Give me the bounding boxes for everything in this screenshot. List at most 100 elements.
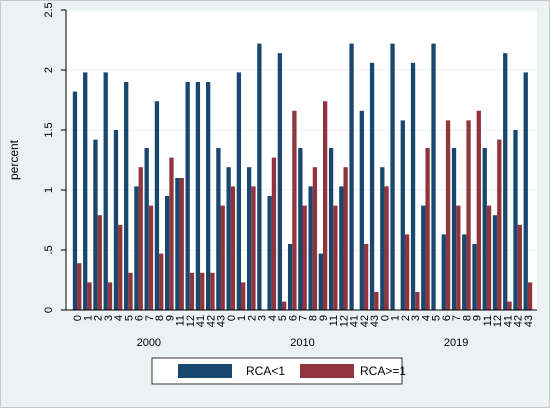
- x-tick-label: 7: [144, 315, 156, 321]
- bar-rca-ge1: [179, 178, 184, 310]
- legend-swatch-rca-lt1: [178, 364, 232, 378]
- bar-rca-ge1: [77, 263, 82, 310]
- y-axis-label: percent: [7, 139, 21, 180]
- bar-rca-lt1: [380, 167, 385, 310]
- bar-rca-ge1: [517, 224, 522, 310]
- x-tick-label: 3: [257, 315, 269, 321]
- x-tick-label: 9: [472, 315, 484, 321]
- x-axis-ticks: 0123456789111241424301234567891112414243…: [72, 315, 535, 327]
- bar-rca-ge1: [322, 101, 328, 310]
- bar-rca-lt1: [369, 62, 375, 310]
- x-tick-label: 8: [461, 315, 473, 321]
- x-tick-label: 2: [246, 315, 258, 321]
- x-tick-label: 42: [513, 315, 525, 327]
- bar-rca-lt1: [410, 62, 416, 310]
- bar-rca-lt1: [421, 205, 426, 310]
- group-label: 2010: [290, 337, 314, 349]
- y-tick-label: 2: [43, 67, 55, 73]
- x-tick-label: 42: [359, 315, 371, 327]
- x-tick-label: 43: [369, 315, 381, 327]
- bar-rca-ge1: [486, 205, 492, 310]
- x-tick-label: 12: [185, 315, 197, 327]
- x-tick-label: 2: [400, 315, 412, 321]
- bar-rca-lt1: [72, 91, 78, 310]
- legend-label-rca-ge1: RCA>=1: [360, 364, 406, 378]
- x-tick-label: 6: [287, 315, 299, 321]
- legend-label-rca-lt1: RCA<1: [246, 364, 285, 378]
- bar-rca-lt1: [513, 130, 518, 310]
- bar-rca-lt1: [308, 186, 313, 310]
- bar-rca-ge1: [148, 205, 154, 310]
- bar-rca-ge1: [189, 272, 195, 310]
- bar-rca-ge1: [118, 224, 123, 310]
- y-tick-label: 2.5: [43, 2, 55, 17]
- x-tick-label: 9: [318, 315, 330, 321]
- y-tick-label: 1.5: [43, 122, 55, 137]
- x-tick-label: 0: [226, 315, 238, 321]
- bar-rca-lt1: [154, 101, 160, 310]
- bar-rca-lt1: [503, 53, 508, 310]
- bar-rca-ge1: [128, 272, 133, 310]
- x-tick-label: 8: [308, 315, 320, 321]
- x-tick-label: 2: [93, 315, 105, 321]
- bar-rca-ge1: [415, 292, 420, 310]
- bar-rca-lt1: [103, 72, 108, 311]
- bar-rca-ge1: [292, 110, 297, 310]
- x-tick-label: 9: [164, 315, 176, 321]
- bar-rca-lt1: [349, 43, 354, 310]
- bar-rca-ge1: [169, 157, 174, 310]
- x-tick-label: 6: [441, 315, 453, 321]
- bar-rca-lt1: [318, 253, 323, 310]
- bar-rca-lt1: [462, 234, 467, 310]
- bar-rca-ge1: [241, 282, 246, 310]
- bar-rca-ge1: [302, 205, 307, 310]
- legend: RCA<1 RCA>=1: [151, 357, 406, 385]
- bar-rca-ge1: [138, 167, 143, 310]
- bar-rca-ge1: [87, 282, 92, 310]
- bar-rca-lt1: [246, 167, 252, 310]
- x-tick-label: 4: [420, 315, 432, 321]
- legend-swatch-rca-ge1: [300, 364, 354, 378]
- bar-rca-lt1: [205, 82, 211, 310]
- bars-layer: [72, 43, 533, 311]
- x-tick-label: 4: [267, 315, 279, 321]
- x-tick-label: 43: [216, 315, 228, 327]
- x-tick-label: 11: [328, 315, 340, 326]
- x-tick-label: 6: [134, 315, 146, 321]
- bar-rca-ge1: [466, 120, 471, 311]
- bar-rca-ge1: [363, 244, 369, 310]
- group-label: 2019: [444, 337, 468, 349]
- x-tick-label: 43: [523, 315, 535, 327]
- bar-rca-ge1: [507, 301, 512, 310]
- x-tick-label: 1: [82, 315, 94, 321]
- bar-rca-lt1: [124, 82, 129, 310]
- bar-rca-lt1: [390, 43, 395, 310]
- x-tick-label: 1: [236, 315, 248, 321]
- x-tick-label: 11: [175, 315, 187, 326]
- group-label: 2000: [137, 337, 161, 349]
- x-tick-label: 3: [410, 315, 422, 321]
- x-tick-label: 11: [482, 315, 494, 326]
- bar-rca-ge1: [230, 186, 236, 310]
- bar-rca-lt1: [134, 186, 139, 310]
- x-tick-label: 7: [298, 315, 310, 321]
- y-tick-label: 0: [43, 307, 55, 313]
- bar-rca-lt1: [482, 148, 487, 310]
- bar-rca-lt1: [236, 72, 242, 311]
- bar-rca-lt1: [441, 234, 446, 310]
- bar-rca-lt1: [298, 148, 303, 310]
- bar-rca-ge1: [200, 272, 205, 310]
- bar-rca-lt1: [359, 110, 364, 310]
- bar-rca-lt1: [451, 148, 457, 310]
- x-tick-label: 41: [502, 315, 514, 327]
- x-tick-label: 42: [205, 315, 217, 327]
- x-tick-label: 5: [431, 315, 443, 321]
- x-tick-label: 12: [492, 315, 504, 327]
- y-axis-ticks: 0 .5 1 1.5 2 2.5: [43, 2, 66, 313]
- bar-rca-ge1: [282, 301, 287, 310]
- bar-rca-ge1: [476, 110, 481, 310]
- bar-rca-ge1: [97, 215, 102, 310]
- bar-rca-lt1: [523, 72, 528, 311]
- x-tick-label: 4: [113, 315, 125, 321]
- bar-rca-lt1: [185, 82, 190, 310]
